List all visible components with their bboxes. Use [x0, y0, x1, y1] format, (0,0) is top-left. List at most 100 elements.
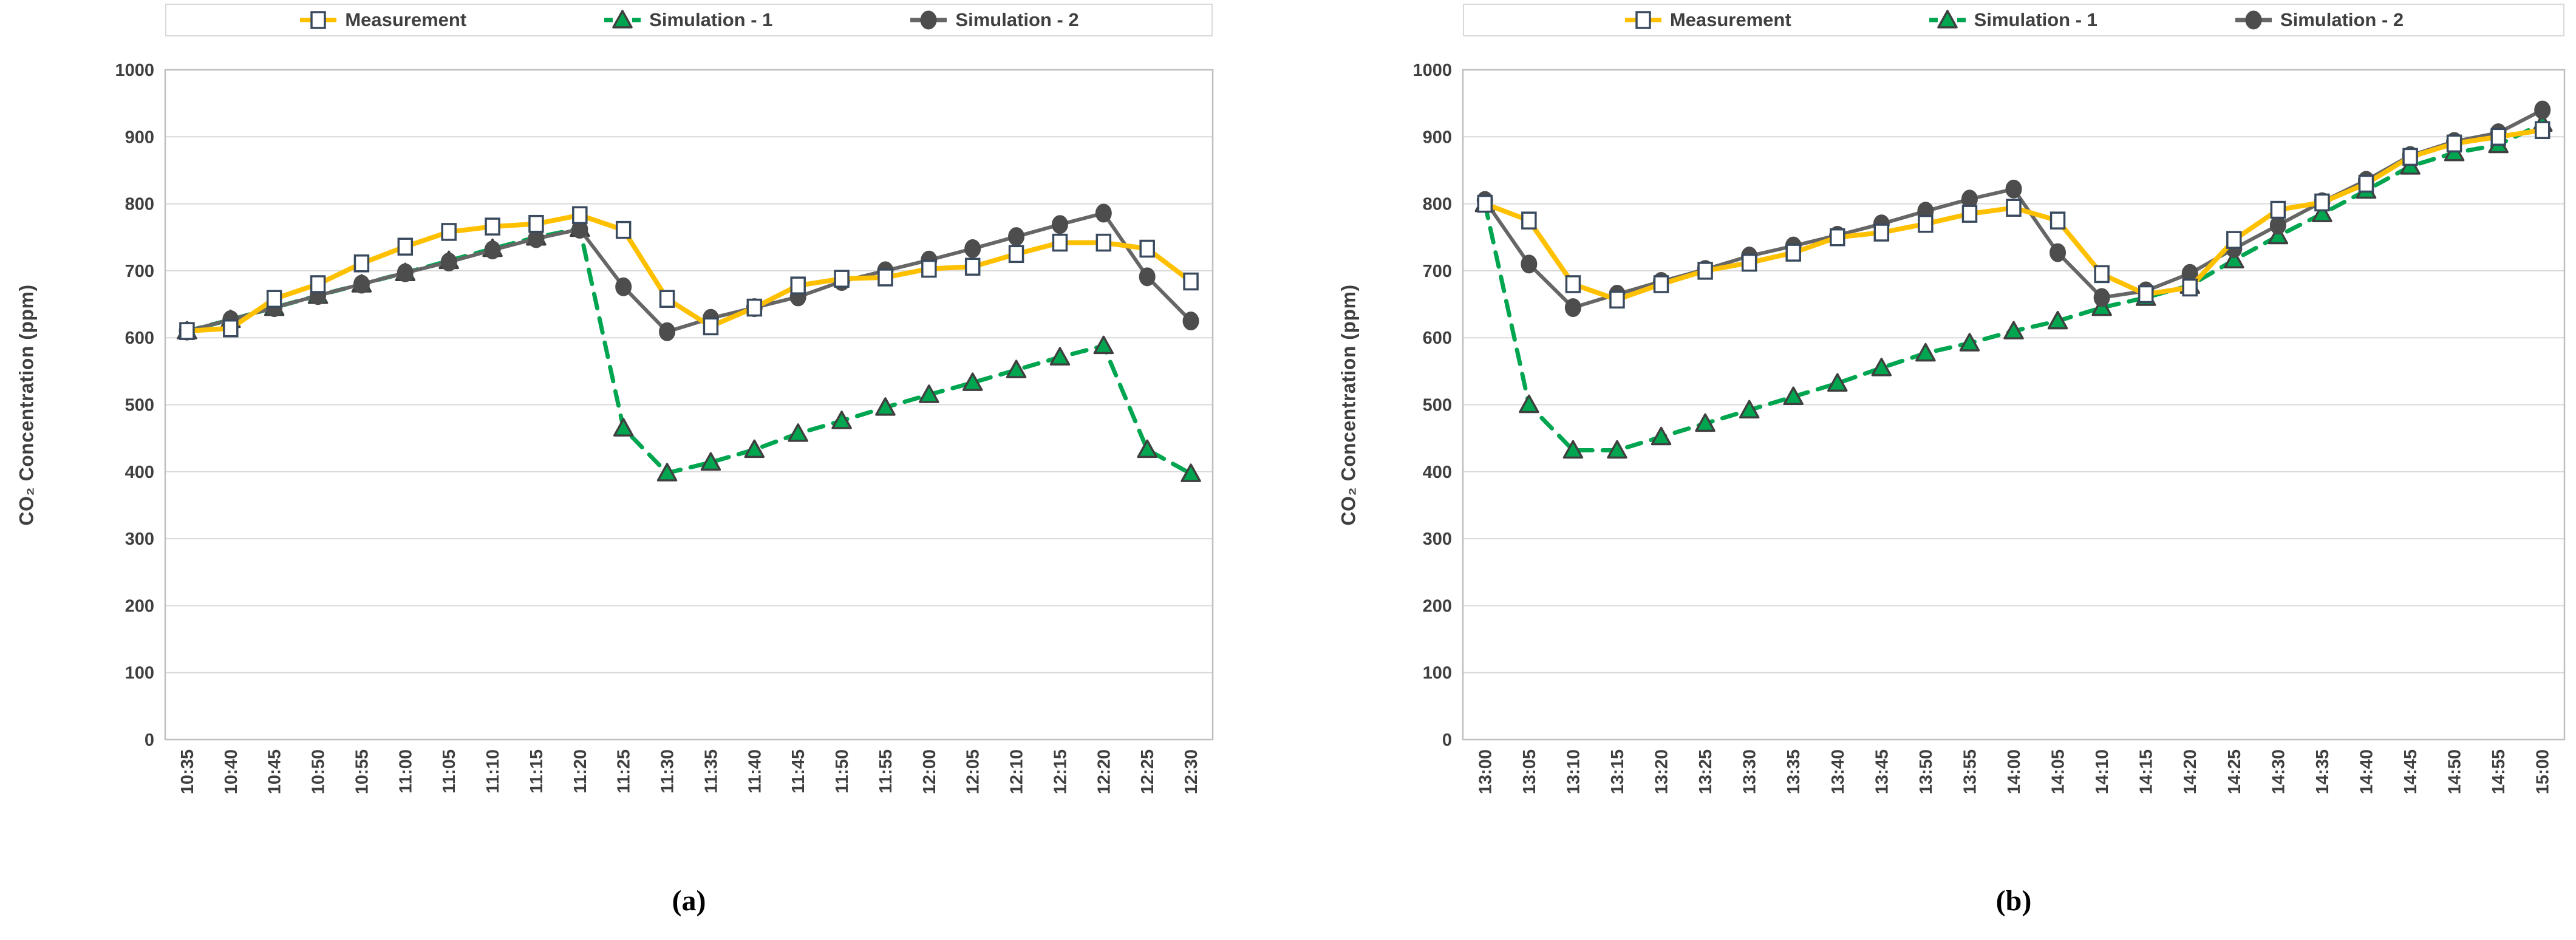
data-point-marker	[790, 276, 806, 295]
x-tick-label: 14:45	[2401, 749, 2421, 794]
data-point-marker	[875, 397, 896, 416]
legend-item-simulation-2: Simulation - 2	[2234, 9, 2404, 31]
y-tick-label: 900	[1423, 128, 1452, 147]
data-point-marker	[528, 214, 544, 233]
data-point-marker	[2402, 148, 2418, 166]
y-tick-label: 500	[125, 396, 154, 415]
data-point-marker	[2245, 10, 2262, 30]
y-tick-label: 600	[125, 329, 154, 348]
x-tick-label: 11:20	[571, 749, 590, 794]
data-point-marker	[2047, 310, 2068, 330]
series-simulation-2	[179, 203, 1199, 341]
y-tick-label: 0	[145, 731, 154, 750]
x-tick-label: 13:50	[1917, 749, 1936, 794]
x-tick-label: 11:40	[745, 749, 765, 794]
series-measurement	[179, 206, 1199, 340]
data-point-marker	[2269, 216, 2286, 235]
data-point-marker	[440, 253, 457, 272]
y-tick-label: 1000	[1412, 61, 1452, 80]
x-tick-label: 11:45	[789, 749, 808, 794]
data-point-marker	[2314, 193, 2330, 212]
legend-item-simulation-1: Simulation - 1	[603, 9, 772, 31]
x-tick-label: 14:10	[2093, 749, 2112, 794]
data-point-marker	[788, 423, 808, 442]
x-tick-label: 11:05	[440, 749, 459, 794]
simulation-2-marker-icon	[2235, 10, 2272, 30]
x-tick-label: 13:10	[1564, 749, 1583, 794]
y-tick-label: 200	[1423, 596, 1452, 616]
data-point-marker	[1937, 10, 1958, 29]
x-tick-label: 14:15	[2137, 749, 2156, 794]
data-point-marker	[1915, 342, 1936, 362]
y-tick-label: 100	[125, 664, 154, 683]
data-point-marker	[744, 439, 765, 458]
simulation-1-marker-icon	[604, 10, 641, 29]
data-point-marker	[1564, 298, 1581, 318]
data-point-marker	[266, 290, 282, 308]
y-tick-label: 0	[1442, 731, 1452, 750]
data-point-marker	[1739, 400, 1760, 419]
x-tick-label: 14:55	[2489, 749, 2509, 794]
data-point-marker	[2005, 179, 2022, 199]
data-point-marker	[2490, 128, 2506, 146]
x-tick-label: 14:20	[2181, 749, 2200, 794]
data-point-marker	[1137, 439, 1157, 458]
data-point-marker	[1651, 426, 1672, 446]
data-point-marker	[615, 220, 632, 239]
data-point-marker	[397, 263, 414, 282]
y-tick-label: 300	[125, 530, 154, 549]
data-point-marker	[2358, 174, 2374, 193]
measurement-marker-icon	[300, 11, 337, 29]
x-tick-label: 12:10	[1007, 749, 1027, 794]
data-point-marker	[1562, 440, 1584, 459]
x-tick-label: 12:25	[1138, 749, 1157, 794]
x-tick-label: 14:05	[2049, 749, 2068, 794]
y-tick-label: 200	[125, 596, 154, 616]
x-tick-label: 14:25	[2225, 749, 2244, 794]
y-tick-label: 700	[125, 262, 154, 281]
y-tick-label: 400	[125, 463, 154, 482]
x-tick-label: 12:20	[1094, 749, 1114, 794]
data-point-marker	[1961, 205, 1978, 223]
simulation-1-marker-icon	[1929, 10, 1966, 29]
data-point-marker	[1635, 11, 1651, 29]
x-tick-label: 12:30	[1182, 749, 1201, 794]
y-tick-label: 900	[125, 128, 154, 147]
data-point-marker	[2268, 225, 2289, 245]
x-tick-label: 11:50	[833, 749, 852, 794]
legend-label: Simulation - 1	[1974, 9, 2097, 30]
data-point-marker	[1697, 262, 1713, 280]
legend-label: Measurement	[1669, 9, 1791, 30]
x-tick-label: 11:15	[527, 749, 547, 794]
data-point-marker	[1959, 333, 1980, 352]
x-tick-label: 14:00	[2005, 749, 2024, 794]
data-point-marker	[1871, 358, 1892, 376]
data-point-marker	[659, 290, 675, 308]
x-tick-label: 13:45	[1872, 749, 1892, 794]
data-point-marker	[612, 10, 633, 29]
x-axis-tick-labels: 13:00 13:05 13:10 13:15 13:20 13:25 13:30 13:35…	[1476, 749, 2552, 794]
chart-panel-a: Measurement Simulation - 1 Simulation - …	[16, 4, 1214, 917]
data-point-marker	[1609, 290, 1625, 309]
x-tick-label: 14:40	[2357, 749, 2376, 794]
data-point-marker	[223, 319, 239, 338]
data-point-marker	[1785, 244, 1801, 262]
gridlines	[165, 69, 1213, 740]
data-point-marker	[964, 257, 981, 276]
data-point-marker	[1095, 233, 1112, 252]
data-point-marker	[1519, 394, 1539, 414]
data-point-marker	[1182, 312, 1199, 331]
data-point-marker	[1051, 215, 1068, 234]
data-point-marker	[2006, 199, 2022, 217]
data-point-marker	[2226, 231, 2242, 249]
data-point-marker	[1653, 275, 1669, 293]
data-point-marker	[485, 217, 500, 236]
data-point-marker	[1918, 214, 1934, 233]
legend-label: Measurement	[345, 9, 467, 30]
data-point-marker	[2182, 278, 2198, 297]
x-tick-label: 12:00	[920, 749, 939, 794]
data-point-marker	[964, 239, 981, 259]
data-point-marker	[1008, 245, 1024, 264]
data-point-marker	[1783, 386, 1804, 406]
